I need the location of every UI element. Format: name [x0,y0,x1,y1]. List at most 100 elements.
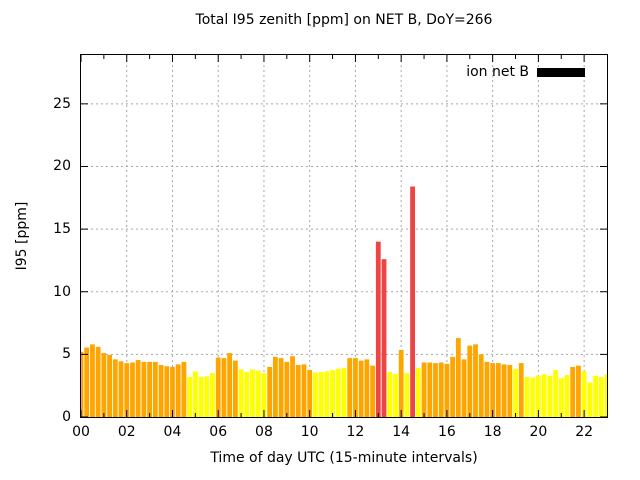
bar [501,364,507,417]
bar [90,344,95,417]
bar [347,358,353,417]
y-axis-label: I95 [ppm] [14,201,30,271]
x-tick-label: 18 [483,424,502,440]
bar [558,378,564,417]
bar [278,358,284,417]
bar [415,368,421,417]
bar [301,364,307,417]
bar [398,349,404,417]
bar [581,371,587,417]
bar [507,365,513,417]
y-tick-label: 20 [53,158,71,175]
bar [444,363,450,417]
bar [598,376,604,417]
bar [393,373,398,417]
bar [593,375,598,417]
bar [232,360,238,417]
x-axis-label: Time of day UTC (15-minute intervals) [210,450,478,466]
bar [81,351,84,417]
x-tick-label: 02 [117,424,136,440]
bar [513,368,518,417]
bar [353,358,358,417]
x-tick-label: 06 [209,424,228,440]
bar [387,371,393,417]
bar [221,358,227,417]
bar [484,361,490,417]
bar [112,359,118,417]
bar [541,374,547,417]
bar [318,371,324,417]
bar [141,361,147,417]
bar [535,375,541,417]
bar [250,369,255,417]
bar [307,370,313,417]
legend-swatch [537,67,585,77]
bar [164,366,170,417]
bar [244,371,250,417]
y-tick-label: 25 [53,95,71,112]
bar [576,365,581,417]
bar [135,360,141,417]
bar [192,371,198,417]
bar [324,371,330,417]
bar [95,346,101,417]
bar [381,259,387,417]
bar [410,186,416,417]
bar [341,368,347,417]
bar [118,361,124,417]
bar [295,365,301,417]
bar [158,365,164,417]
bar [524,376,530,417]
legend-label: ion net B [466,64,529,80]
bar [152,361,158,417]
bar [604,374,607,417]
bar [461,359,467,417]
x-tick-label: 04 [163,424,182,440]
bar [404,373,410,417]
bar [227,353,233,417]
bar [238,369,244,417]
bar [170,366,175,417]
bar [427,362,433,417]
bar [313,372,318,417]
bar [181,361,187,417]
chart-title: Total I95 zenith [ppm] on NET B, DoY=266 [195,12,493,28]
bar [330,370,335,417]
bar [290,356,295,417]
bar [187,376,193,417]
bar [84,347,90,417]
x-tick-label: 16 [437,424,456,440]
bar [204,376,210,417]
x-tick-label: 08 [255,424,273,440]
bar [467,345,473,417]
bar [370,365,375,417]
bar [198,376,204,417]
bar [495,363,501,417]
plot-area: ion net B [80,54,608,418]
bar [375,241,381,417]
bar [255,370,261,417]
bar [478,354,484,417]
bar [210,373,215,417]
bar [421,362,427,417]
x-tick-label: 00 [72,424,90,440]
bar [147,361,153,417]
bar [272,356,278,417]
x-tick-label: 14 [392,424,411,440]
bar [358,360,364,417]
bar [553,370,558,417]
x-tick-label: 10 [300,424,319,440]
plot-canvas [81,55,607,417]
bar [364,359,370,417]
x-tick-label: 22 [575,424,594,440]
bar [284,361,290,417]
bar [473,344,478,417]
bar [124,363,130,417]
bar [261,373,267,417]
bar [450,356,456,417]
bar [530,377,536,417]
bar [335,368,341,417]
bar [267,366,273,417]
bar [570,366,576,417]
